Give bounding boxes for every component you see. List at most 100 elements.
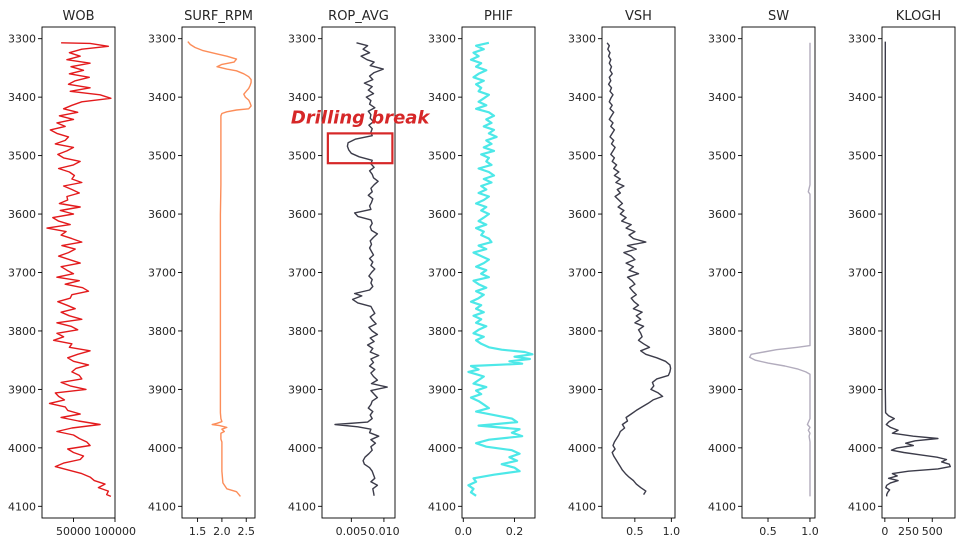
y-tick-label: 3500 [148, 150, 176, 163]
y-tick-label: 3700 [428, 267, 456, 280]
y-tick-label: 3800 [848, 325, 876, 338]
y-tick-label: 3700 [848, 267, 876, 280]
y-tick-label: 3400 [428, 91, 456, 104]
y-tick-label: 3700 [568, 267, 596, 280]
y-tick-label: 3900 [288, 383, 316, 396]
y-tick-label: 3800 [8, 325, 36, 338]
panel-klogh: KLOGH 3300 3400 3500 3600 3700 3800 3900 4000 410… [848, 9, 956, 538]
y-tick-label: 3500 [568, 150, 596, 163]
series-line-klogh [884, 41, 951, 497]
y-tick-label: 4000 [568, 442, 596, 455]
y-tick-label: 3900 [568, 383, 596, 396]
panel-title: SW [768, 9, 789, 24]
x-tick-label: 100000 [94, 525, 136, 538]
y-tick-label: 3600 [568, 208, 596, 221]
panel-frame [741, 26, 816, 519]
panel-frame [181, 26, 256, 519]
panel-title: VSH [625, 9, 652, 24]
panel-frame [881, 26, 956, 519]
x-tick-label: 250 [898, 525, 919, 538]
y-tick-label: 3700 [708, 267, 736, 280]
y-tick-label: 3300 [848, 33, 876, 46]
y-tick-label: 3300 [288, 33, 316, 46]
y-tick-label: 3900 [848, 383, 876, 396]
y-tick-label: 3400 [568, 91, 596, 104]
y-tick-label: 3800 [288, 325, 316, 338]
y-tick-label: 3400 [8, 91, 36, 104]
y-tick-label: 4100 [708, 500, 736, 513]
y-tick-label: 4000 [848, 442, 876, 455]
y-tick-label: 4100 [8, 500, 36, 513]
y-tick-label: 4100 [848, 500, 876, 513]
y-tick-label: 3900 [8, 383, 36, 396]
x-tick-label: 0.010 [368, 525, 400, 538]
y-tick-label: 3300 [8, 33, 36, 46]
y-tick-label: 3400 [288, 91, 316, 104]
y-tick-label: 4000 [288, 442, 316, 455]
y-tick-label: 3400 [848, 91, 876, 104]
panel-frame [41, 26, 116, 519]
series-line-wob [46, 42, 112, 498]
x-tick-label: 50000 [56, 525, 91, 538]
y-tick-label: 3600 [8, 208, 36, 221]
y-tick-label: 3500 [848, 150, 876, 163]
y-tick-label: 3600 [848, 208, 876, 221]
panel-wob: WOB 3300 3400 3500 3600 3700 3800 3900 4000 4100 5… [8, 9, 136, 538]
y-tick-label: 3800 [428, 325, 456, 338]
y-tick-label: 3500 [428, 150, 456, 163]
series-line-sw [748, 42, 811, 497]
y-tick-label: 3300 [428, 33, 456, 46]
x-tick-label: 0.0 [455, 525, 473, 538]
x-tick-label: 1.0 [663, 525, 681, 538]
panel-frame [461, 26, 536, 519]
y-tick-label: 3300 [568, 33, 596, 46]
drilling-break-label: Drilling break [291, 107, 431, 128]
panel-sw: SW 3300 3400 3500 3600 3700 3800 3900 4000 4100 0.… [708, 9, 819, 538]
y-tick-label: 4000 [428, 442, 456, 455]
y-tick-label: 4000 [708, 442, 736, 455]
panel-title: SURF_RPM [184, 9, 253, 24]
y-tick-label: 4100 [568, 500, 596, 513]
panel-surf-rpm: SURF_RPM 3300 3400 3500 3600 3700 3800 3900 4000… [148, 9, 256, 538]
x-tick-label: 2.5 [237, 525, 255, 538]
x-tick-label: 0.005 [336, 525, 368, 538]
x-tick-label: 500 [922, 525, 943, 538]
y-tick-label: 4100 [428, 500, 456, 513]
x-tick-label: 1.5 [189, 525, 207, 538]
series-line-phif [467, 41, 534, 497]
x-tick-label: 0.2 [506, 525, 524, 538]
x-tick-label: 0 [881, 525, 888, 538]
panel-title: KLOGH [896, 9, 941, 24]
panel-frame [321, 26, 396, 519]
y-tick-label: 3800 [708, 325, 736, 338]
y-tick-label: 3500 [708, 150, 736, 163]
y-tick-label: 3700 [8, 267, 36, 280]
y-tick-label: 3600 [708, 208, 736, 221]
y-tick-label: 3800 [148, 325, 176, 338]
y-tick-label: 4100 [288, 500, 316, 513]
y-tick-label: 3400 [708, 91, 736, 104]
y-tick-label: 3900 [708, 383, 736, 396]
y-tick-label: 3500 [288, 150, 316, 163]
y-tick-label: 3500 [8, 150, 36, 163]
y-tick-label: 3800 [568, 325, 596, 338]
y-tick-label: 3700 [148, 267, 176, 280]
y-tick-label: 3300 [708, 33, 736, 46]
x-tick-label: 0.5 [626, 525, 644, 538]
panel-title: ROP_AVG [328, 9, 389, 24]
panel-vsh: VSH 3300 3400 3500 3600 3700 3800 3900 4000 4100 0… [568, 9, 680, 538]
panel-title: WOB [62, 9, 94, 24]
y-tick-label: 3900 [148, 383, 176, 396]
panel-title: PHIF [484, 9, 513, 24]
x-tick-label: 2.0 [213, 525, 231, 538]
y-tick-label: 4100 [148, 500, 176, 513]
y-tick-label: 3700 [288, 267, 316, 280]
y-tick-label: 3600 [148, 208, 176, 221]
x-tick-label: 0.5 [759, 525, 777, 538]
y-tick-label: 3400 [148, 91, 176, 104]
series-line-vsh [606, 42, 672, 495]
x-tick-label: 1.0 [801, 525, 819, 538]
series-line-surf-rpm [187, 41, 252, 497]
